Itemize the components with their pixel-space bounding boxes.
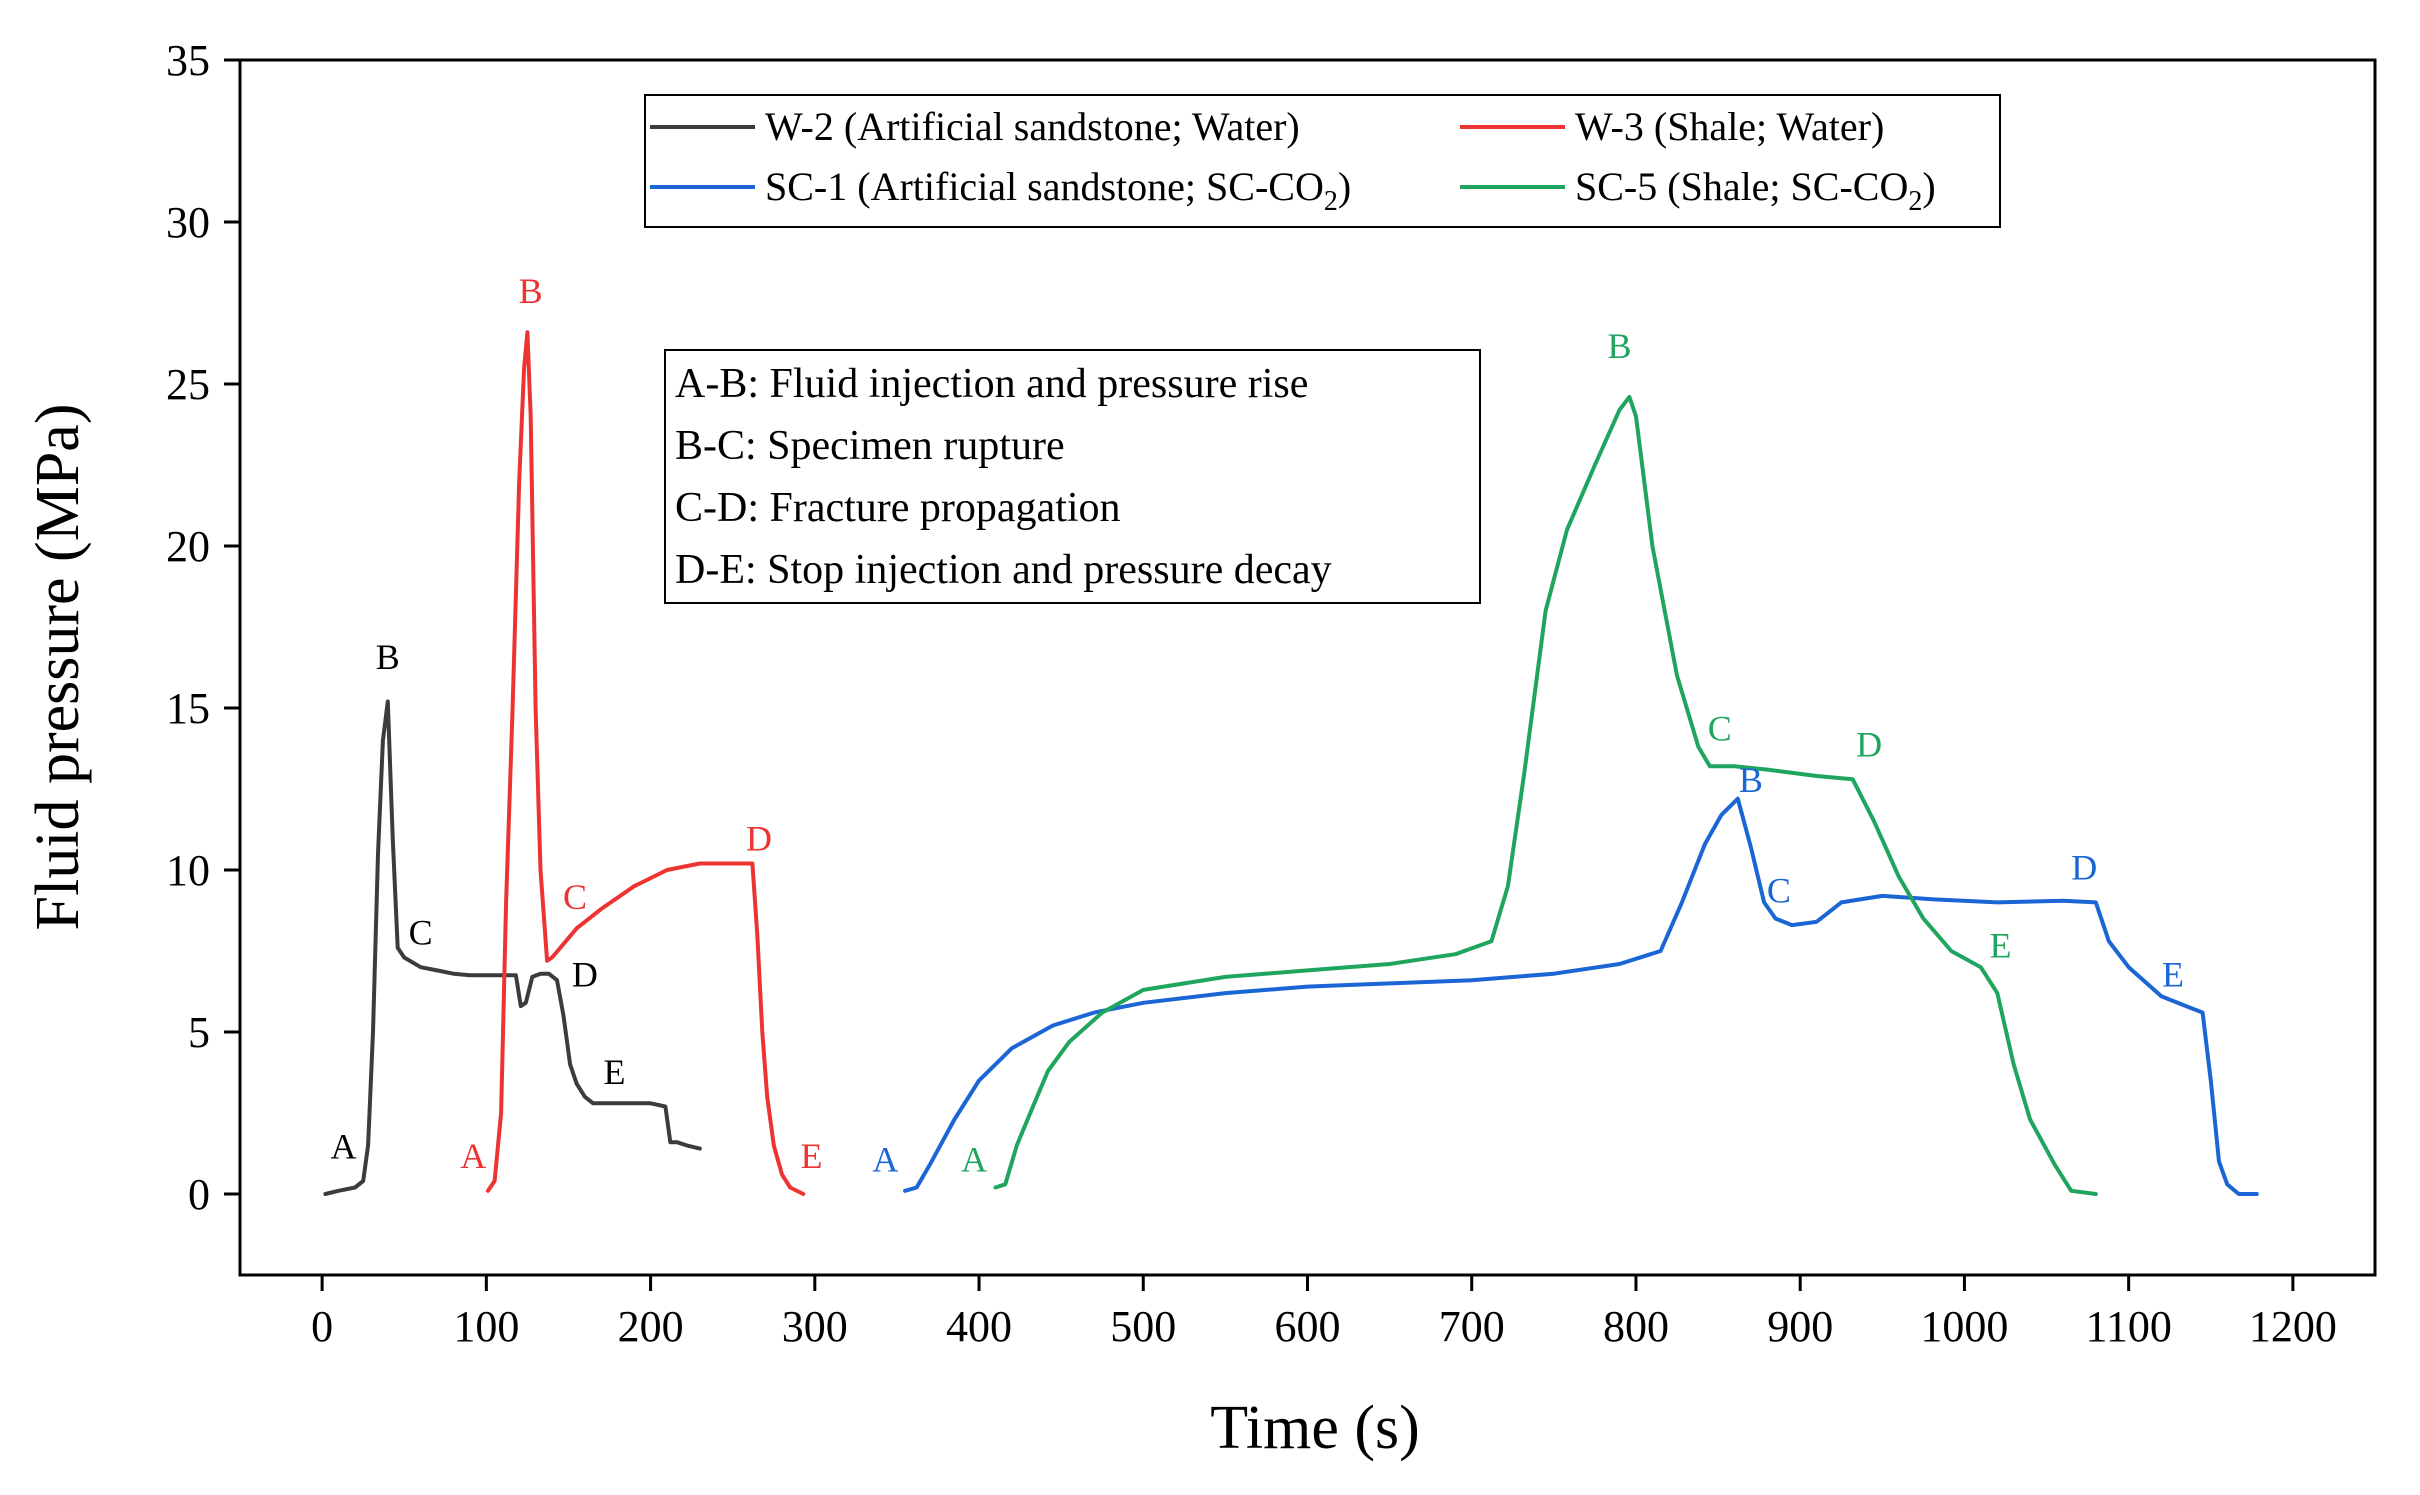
series-line-sc1 — [903, 796, 2259, 1196]
point-label-sc5: A — [961, 1139, 987, 1179]
y-tick-label: 25 — [166, 360, 210, 409]
phase-notes: A-B: Fluid injection and pressure rise B-… — [664, 349, 1481, 604]
y-axis: 0 5 10 15 20 25 30 35 — [166, 36, 240, 1219]
point-label-sc1: D — [2071, 848, 2097, 888]
x-tick-label: 1000 — [1920, 1302, 2008, 1351]
point-label-w3: D — [746, 819, 772, 859]
legend-label-sc1: SC-1 (Artificial sandstone; SC-CO2) — [765, 164, 1351, 217]
point-label-sc5: E — [1990, 925, 2012, 965]
legend-label-w2: W-2 (Artificial sandstone; Water) — [765, 104, 1300, 149]
point-label-w3: E — [801, 1136, 823, 1176]
point-label-sc1: A — [872, 1139, 898, 1179]
point-label-sc5: D — [1856, 725, 1882, 765]
point-label-w3: A — [460, 1136, 486, 1176]
phase-notes-box — [664, 349, 1481, 604]
point-label-w2: A — [330, 1126, 356, 1166]
point-label-w3: C — [563, 877, 587, 917]
legend-box — [644, 94, 2001, 228]
y-tick-label: 10 — [166, 846, 210, 895]
x-tick-label: 500 — [1110, 1302, 1176, 1351]
y-tick-label: 0 — [188, 1170, 210, 1219]
x-tick-label: 700 — [1439, 1302, 1505, 1351]
x-axis: 0 100 200 300 400 500 600 700 800 900 1000 1100 1200 — [311, 1275, 2337, 1351]
y-tick-label: 15 — [166, 684, 210, 733]
y-tick-label: 20 — [166, 522, 210, 571]
x-tick-label: 400 — [946, 1302, 1012, 1351]
point-label-w2: C — [409, 913, 433, 953]
phase-note: D-E: Stop injection and pressure decay — [675, 547, 1332, 593]
series-line-sc5 — [993, 395, 2098, 1196]
x-tick-label: 800 — [1603, 1302, 1669, 1351]
phase-note: B-C: Specimen rupture — [675, 423, 1065, 469]
point-label-w2: B — [376, 637, 400, 677]
point-label-sc5: C — [1708, 708, 1732, 748]
phase-note: A-B: Fluid injection and pressure rise — [675, 361, 1308, 407]
series-line-w3 — [486, 330, 806, 1196]
x-tick-label: 300 — [782, 1302, 848, 1351]
x-tick-label: 200 — [618, 1302, 684, 1351]
point-label-sc5: B — [1608, 326, 1632, 366]
point-label-w2: D — [572, 955, 598, 995]
point-label-sc1: E — [2162, 955, 2184, 995]
series-line-w2 — [323, 699, 702, 1196]
point-label-w3: B — [519, 271, 543, 311]
x-tick-label: 600 — [1275, 1302, 1341, 1351]
phase-note: C-D: Fracture propagation — [675, 485, 1121, 531]
y-tick-label: 30 — [166, 198, 210, 247]
x-tick-label: 900 — [1767, 1302, 1833, 1351]
point-label-sc1: B — [1739, 760, 1763, 800]
legend: W-2 (Artificial sandstone; Water) W-3 (Sh… — [644, 94, 2001, 228]
x-tick-label: 1200 — [2249, 1302, 2337, 1351]
legend-label-sc5: SC-5 (Shale; SC-CO2) — [1575, 164, 1936, 217]
y-axis-title: Fluid pressure (MPa) — [24, 404, 92, 931]
x-tick-label: 1100 — [2085, 1302, 2171, 1351]
point-label-w2: E — [603, 1052, 625, 1092]
y-tick-label: 35 — [166, 36, 210, 85]
series-layer — [323, 330, 2259, 1196]
plot-frame — [238, 58, 2377, 1277]
y-tick-label: 5 — [188, 1008, 210, 1057]
point-label-sc1: C — [1767, 870, 1791, 910]
x-tick-label: 100 — [453, 1302, 519, 1351]
x-axis-title: Time (s) — [1210, 1394, 1420, 1462]
legend-label-w3: W-3 (Shale; Water) — [1575, 104, 1884, 149]
x-tick-label: 0 — [311, 1302, 333, 1351]
